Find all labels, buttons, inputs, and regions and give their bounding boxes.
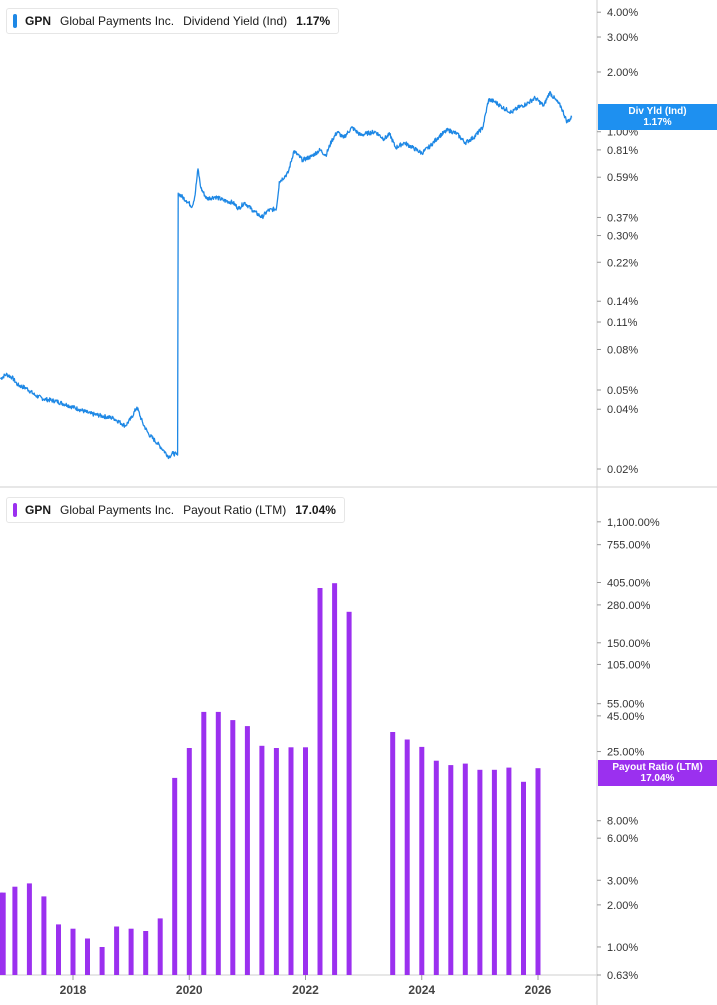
yield-axis-tick-label: 2.00%	[607, 67, 638, 79]
payout-bar	[201, 711, 207, 975]
payout-bar	[506, 767, 512, 975]
payout-axis-tick-label: 3.00%	[607, 875, 638, 887]
payout-bar	[41, 896, 47, 975]
payout-bar	[332, 583, 338, 975]
badge-label: Payout Ratio (LTM)	[612, 762, 703, 773]
payout-axis-tick-label: 755.00%	[607, 540, 651, 552]
payout-bar	[186, 748, 192, 975]
payout-axis-tick-label: 1.00%	[607, 942, 638, 954]
payout-bar	[288, 747, 294, 975]
yield-axis-tick-label: 0.04%	[607, 404, 638, 416]
badge-label: Div Yld (Ind)	[628, 106, 687, 117]
legend-ticker: GPN	[25, 14, 52, 28]
legend-swatch-yield	[13, 14, 17, 28]
yield-axis-tick-label: 0.22%	[607, 257, 638, 269]
legend-swatch-payout	[13, 503, 17, 517]
current-value-badge-payout: Payout Ratio (LTM) 17.04%	[598, 760, 717, 786]
badge-value: 1.17%	[643, 117, 672, 128]
yield-axis-tick-label: 0.05%	[607, 385, 638, 397]
yield-axis-tick-label: 0.37%	[607, 212, 638, 224]
payout-bar	[215, 711, 221, 975]
payout-bar	[56, 924, 61, 975]
yield-axis-tick-label: 0.59%	[607, 172, 638, 184]
payout-axis-tick-label: 55.00%	[607, 699, 645, 711]
payout-bar	[462, 763, 468, 975]
legend-metric: Payout Ratio (LTM)	[183, 503, 287, 517]
payout-bar	[128, 928, 134, 975]
x-axis-tick-label: 2024	[408, 983, 435, 997]
payout-axis-tick-label: 2.00%	[607, 900, 638, 912]
payout-bar	[491, 769, 497, 975]
payout-bar	[70, 928, 76, 975]
payout-bar	[404, 739, 410, 975]
x-axis-tick-label: 2020	[176, 983, 203, 997]
payout-bar	[230, 720, 236, 975]
dividend-yield-line	[0, 90, 573, 460]
payout-bar	[143, 931, 149, 975]
payout-bar	[535, 768, 541, 975]
payout-bar	[303, 747, 308, 975]
current-value-badge-yield: Div Yld (Ind) 1.17%	[598, 104, 717, 130]
yield-axis-tick-label: 0.08%	[607, 344, 638, 356]
payout-bar	[448, 765, 454, 975]
legend-metric: Dividend Yield (Ind)	[183, 14, 288, 28]
payout-bar	[0, 892, 6, 975]
payout-bar	[259, 745, 265, 975]
yield-axis-tick-label: 4.00%	[607, 7, 638, 19]
payout-bar	[433, 760, 439, 975]
payout-bar	[317, 588, 323, 975]
yield-axis-tick-label: 0.11%	[607, 317, 638, 329]
payout-axis-tick-label: 45.00%	[607, 711, 645, 723]
legend-ticker: GPN	[25, 503, 52, 517]
payout-bar	[346, 611, 352, 975]
legend-company: Global Payments Inc.	[60, 14, 175, 28]
payout-axis-tick-label: 280.00%	[607, 600, 651, 612]
legend-company: Global Payments Inc.	[60, 503, 175, 517]
payout-bar	[244, 726, 250, 975]
payout-axis-tick-label: 0.63%	[607, 970, 638, 982]
legend-payout-ratio[interactable]: GPN Global Payments Inc. Payout Ratio (L…	[6, 497, 345, 523]
yield-axis-tick-label: 0.02%	[607, 464, 638, 476]
x-axis-tick-label: 2026	[525, 983, 552, 997]
payout-axis-tick-label: 25.00%	[607, 747, 645, 759]
payout-axis-tick-label: 1,100.00%	[607, 517, 660, 529]
yield-axis-tick-label: 0.14%	[607, 296, 638, 308]
payout-bar	[26, 883, 32, 975]
yield-axis-tick-label: 0.30%	[607, 231, 638, 243]
legend-value: 1.17%	[296, 14, 331, 28]
payout-bar	[521, 781, 526, 975]
payout-axis-tick-label: 6.00%	[607, 833, 638, 845]
payout-bar	[157, 918, 163, 975]
x-axis-tick-label: 2022	[292, 983, 319, 997]
payout-axis-tick-label: 105.00%	[607, 659, 651, 671]
payout-bar	[477, 769, 483, 975]
x-axis-tick-label: 2018	[60, 983, 87, 997]
payout-bar	[273, 748, 279, 975]
legend-value: 17.04%	[295, 503, 336, 517]
payout-axis-tick-label: 8.00%	[607, 816, 638, 828]
payout-bar	[114, 926, 120, 975]
payout-bar	[172, 777, 178, 975]
payout-bar	[99, 947, 105, 975]
payout-axis-tick-label: 150.00%	[607, 638, 651, 650]
payout-bar	[390, 732, 396, 975]
payout-bar	[12, 886, 18, 975]
legend-dividend-yield[interactable]: GPN Global Payments Inc. Dividend Yield …	[6, 8, 340, 34]
payout-bar	[85, 938, 90, 975]
payout-bar	[419, 746, 425, 975]
yield-axis-tick-label: 0.81%	[607, 145, 638, 157]
payout-axis-tick-label: 405.00%	[607, 577, 651, 589]
yield-axis-tick-label: 3.00%	[607, 32, 638, 44]
badge-value: 17.04%	[640, 773, 675, 784]
